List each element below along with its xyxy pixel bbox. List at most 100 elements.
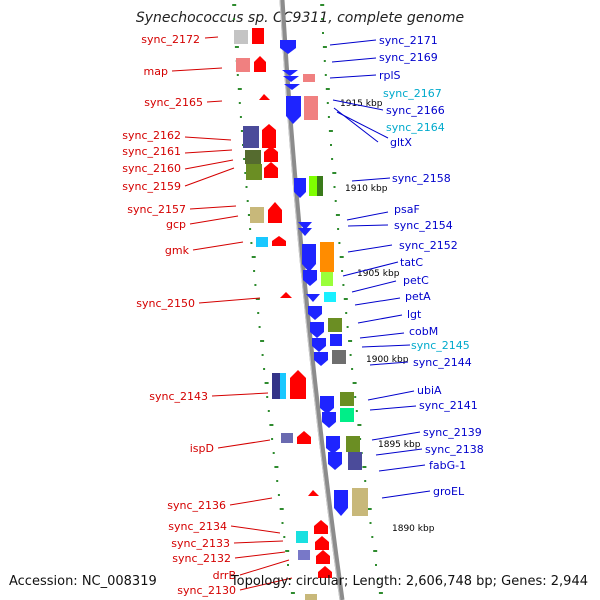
gene-label[interactable]: petC: [403, 274, 429, 287]
gene-arrow[interactable]: [298, 228, 312, 236]
gene-label[interactable]: sync_2134: [168, 520, 227, 533]
gene-arrow[interactable]: [283, 76, 299, 82]
gene-label[interactable]: fabG-1: [429, 459, 466, 472]
gene-block[interactable]: [250, 207, 264, 223]
gene-label[interactable]: sync_2143: [149, 390, 208, 403]
gene-arrow[interactable]: [282, 70, 298, 76]
gene-block[interactable]: [340, 392, 354, 406]
gene-arrow[interactable]: [314, 520, 328, 534]
gene-label[interactable]: sync_2150: [136, 297, 195, 310]
gene-arrow[interactable]: [316, 550, 330, 564]
gene-block[interactable]: [330, 334, 342, 346]
gene-arrow[interactable]: [315, 536, 329, 550]
gene-arrow[interactable]: [268, 202, 282, 223]
gene-block[interactable]: [280, 373, 286, 399]
gene-label[interactable]: sync_2167: [383, 87, 442, 100]
gene-arrow[interactable]: [306, 294, 320, 302]
gene-label[interactable]: sync_2159: [122, 180, 181, 193]
gene-arrow[interactable]: [314, 352, 328, 366]
gene-label[interactable]: gcp: [166, 218, 186, 231]
gene-label[interactable]: petA: [405, 290, 431, 303]
gene-arrow[interactable]: [252, 28, 264, 44]
gene-arrow[interactable]: [297, 431, 311, 444]
gene-block[interactable]: [281, 433, 293, 443]
gene-arrow[interactable]: [308, 306, 322, 320]
gene-label[interactable]: sync_2164: [386, 121, 445, 134]
gene-arrow[interactable]: [326, 436, 340, 454]
gene-label[interactable]: groEL: [433, 485, 465, 498]
gene-label[interactable]: sync_2172: [141, 33, 200, 46]
gene-arrow[interactable]: [318, 566, 332, 578]
gene-label[interactable]: sync_2162: [122, 129, 181, 142]
gene-block[interactable]: [236, 58, 250, 72]
gene-label[interactable]: gmk: [165, 244, 190, 257]
gene-arrow[interactable]: [312, 338, 326, 352]
gene-block[interactable]: [246, 164, 262, 180]
gene-arrow[interactable]: [302, 244, 316, 272]
gene-block[interactable]: [340, 408, 354, 422]
gene-label[interactable]: sync_2145: [411, 339, 470, 352]
gene-label[interactable]: drrB: [213, 569, 236, 582]
gene-block[interactable]: [328, 318, 342, 332]
gene-block[interactable]: [348, 452, 362, 470]
gene-arrow[interactable]: [280, 292, 292, 298]
gene-arrow[interactable]: [272, 236, 286, 246]
gene-label[interactable]: sync_2132: [172, 552, 231, 565]
gene-block[interactable]: [305, 594, 317, 600]
gene-label[interactable]: sync_2169: [379, 51, 438, 64]
gene-block[interactable]: [317, 176, 323, 196]
gene-arrow[interactable]: [294, 178, 306, 198]
gene-block[interactable]: [332, 350, 346, 364]
gene-block[interactable]: [298, 550, 310, 560]
gene-block[interactable]: [324, 292, 336, 302]
gene-label[interactable]: sync_2130: [177, 584, 236, 597]
gene-label[interactable]: cobM: [409, 325, 438, 338]
gene-arrow[interactable]: [322, 412, 336, 428]
gene-block[interactable]: [272, 373, 280, 399]
gene-block[interactable]: [296, 531, 308, 543]
gene-arrow[interactable]: [308, 490, 319, 496]
gene-label[interactable]: sync_2161: [122, 145, 181, 158]
gene-label[interactable]: sync_2165: [144, 96, 203, 109]
gene-arrow[interactable]: [334, 490, 348, 516]
gene-arrow[interactable]: [262, 124, 276, 148]
gene-label[interactable]: sync_2154: [394, 219, 453, 232]
gene-block[interactable]: [245, 150, 261, 164]
gene-block[interactable]: [346, 436, 360, 452]
gene-block[interactable]: [352, 488, 368, 516]
gene-label[interactable]: gltX: [390, 136, 412, 149]
gene-label[interactable]: ispD: [190, 442, 214, 455]
gene-label[interactable]: sync_2166: [386, 104, 445, 117]
gene-block[interactable]: [321, 272, 333, 286]
gene-block[interactable]: [304, 96, 318, 120]
gene-arrow[interactable]: [290, 370, 306, 399]
gene-label[interactable]: sync_2160: [122, 162, 181, 175]
gene-label[interactable]: sync_2136: [167, 499, 226, 512]
gene-block[interactable]: [234, 30, 248, 44]
gene-block[interactable]: [243, 126, 259, 148]
gene-arrow[interactable]: [298, 222, 312, 230]
gene-label[interactable]: sync_2139: [423, 426, 482, 439]
gene-label[interactable]: sync_2144: [413, 356, 472, 369]
gene-label[interactable]: lgt: [407, 308, 422, 321]
gene-label[interactable]: psaF: [394, 203, 420, 216]
gene-label[interactable]: sync_2158: [392, 172, 451, 185]
gene-arrow[interactable]: [328, 452, 342, 470]
gene-arrow[interactable]: [259, 94, 270, 100]
gene-label[interactable]: sync_2133: [171, 537, 230, 550]
gene-label[interactable]: sync_2171: [379, 34, 438, 47]
gene-arrow[interactable]: [310, 322, 324, 338]
gene-block[interactable]: [320, 242, 334, 272]
gene-arrow[interactable]: [320, 396, 334, 414]
gene-arrow[interactable]: [284, 84, 300, 90]
gene-label[interactable]: sync_2138: [425, 443, 484, 456]
gene-arrow[interactable]: [303, 270, 317, 286]
gene-arrow[interactable]: [254, 56, 266, 72]
gene-block[interactable]: [256, 237, 268, 247]
gene-label[interactable]: rplS: [379, 69, 401, 82]
gene-label[interactable]: sync_2141: [419, 399, 478, 412]
gene-label[interactable]: sync_2157: [127, 203, 186, 216]
gene-block[interactable]: [303, 74, 315, 82]
gene-label[interactable]: map: [144, 65, 168, 78]
gene-arrow[interactable]: [280, 40, 296, 54]
